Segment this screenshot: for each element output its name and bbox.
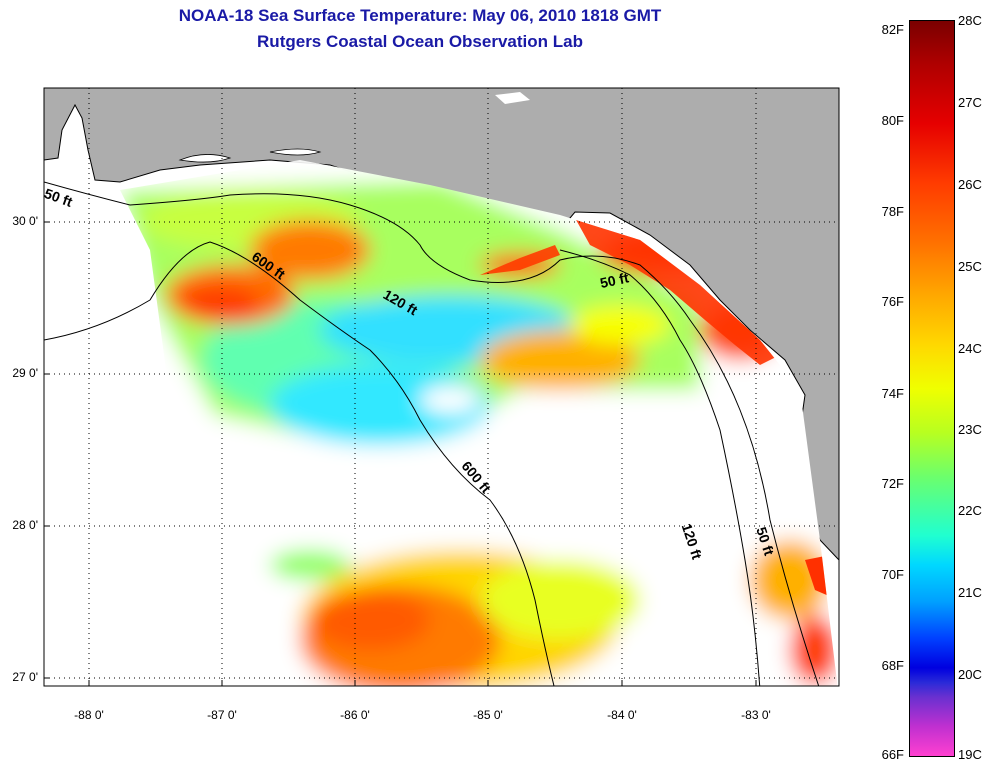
colorbar-c-label: 20C [958,667,982,682]
colorbar-c-label: 25C [958,259,982,274]
colorbar-f-label: 78F [881,204,904,219]
y-tick-label: 30 0' [12,214,38,228]
x-tick-label: -85 0' [473,708,503,722]
colorbar-c-label: 27C [958,95,982,110]
x-tick-label: -87 0' [207,708,237,722]
colorbar-f-label: 70F [881,567,904,582]
chart-subtitle: Rutgers Coastal Ocean Observation Lab [257,32,583,51]
colorbar-f-label: 76F [881,294,904,309]
y-tick-label: 27 0' [12,670,38,684]
x-tick-label: -83 0' [741,708,771,722]
x-tick-label: -84 0' [607,708,637,722]
colorbar-c-label: 23C [958,422,982,437]
colorbar-c-label: 26C [958,177,982,192]
colorbar-c-label: 19C [958,747,982,762]
contour-50ft [559,249,761,686]
contour-120ft [44,181,820,686]
colorbar-c-label: 21C [958,585,982,600]
y-tick-label: 29 0' [12,366,38,380]
colorbar-f-label: 74F [881,386,904,401]
colorbar-c-label: 24C [958,341,982,356]
colorbar-c-label: 22C [958,503,982,518]
x-tick-label: -88 0' [74,708,104,722]
contour-label: 50 ft [599,269,631,291]
map-frame [43,87,840,687]
y-tick-label: 28 0' [12,518,38,532]
colorbar-f-label: 80F [881,113,904,128]
colorbar-f-label: 68F [881,658,904,673]
chart-title: NOAA-18 Sea Surface Temperature: May 06,… [178,6,662,25]
colorbar-c-label: 28C [958,13,982,28]
colorbar-f-label: 82F [881,22,904,37]
x-tick-label: -86 0' [340,708,370,722]
colorbar [909,20,955,757]
colorbar-f-label: 72F [881,476,904,491]
colorbar-f-label: 66F [881,747,904,762]
contour-600ft [44,241,555,686]
